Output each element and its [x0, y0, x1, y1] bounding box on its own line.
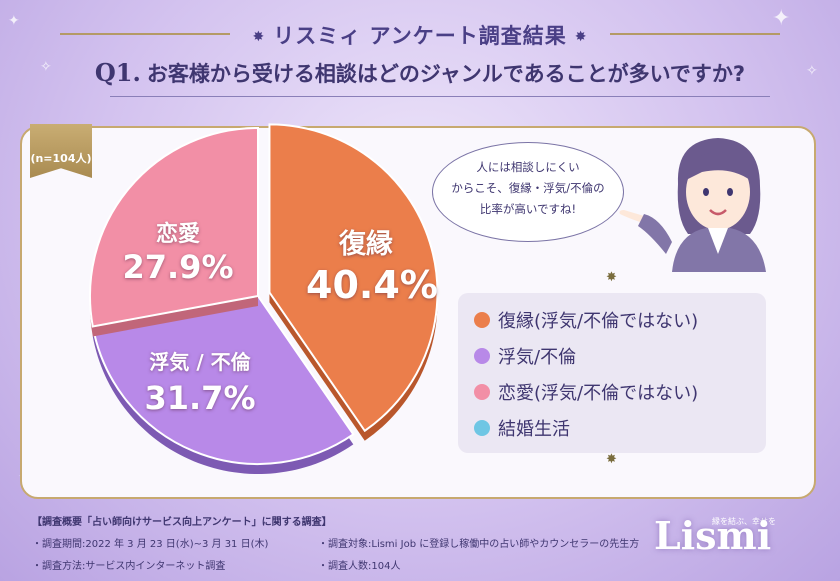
speech-line: 比率が高いですね! [479, 202, 577, 216]
legend-item: 復縁(浮気/不倫ではない) [474, 307, 698, 333]
speech-line: からこそ、復縁・浮気/不倫の [451, 181, 605, 195]
star-icon: ✸ [606, 270, 617, 285]
swatch [474, 384, 490, 400]
footer-period: ・調査期間:2022 年 3 月 23 日(水)~3 月 31 日(木) [32, 539, 269, 550]
advisor-illustration-icon [619, 138, 766, 272]
legend-item: 結婚生活 [474, 415, 570, 441]
lismi-logo: Lismi [654, 513, 772, 558]
legend-item: 浮気/不倫 [474, 343, 576, 369]
question-label: Q1. [94, 58, 141, 87]
brand-tagline: 縁を結ぶ、幸せを [712, 517, 776, 526]
sparkle: ✧ [806, 63, 818, 79]
question: Q1. お客様から受ける相談はどのジャンルであることが多いですか? [0, 58, 840, 88]
slice-label-fukuen: 復縁 40.4% [306, 222, 438, 307]
title-rule-left [60, 33, 230, 35]
survey-footer: 【調査概要「占い師向けサービス向上アンケート」に関する調査】 ・調査期間:202… [32, 512, 639, 572]
sparkle: ✧ [40, 59, 52, 75]
star-icon: ✸ [574, 29, 588, 45]
pie-slice [89, 126, 259, 328]
slice-percent: 27.9% [122, 248, 234, 286]
slice-percent: 31.7% [144, 379, 256, 417]
question-text: お客様から受ける相談はどのジャンルであることが多いですか? [146, 62, 746, 86]
slice-percent: 40.4% [306, 263, 438, 307]
slice-category: 復縁 [339, 229, 393, 260]
slice-category: 恋愛 [155, 222, 200, 247]
sparkle: ✦ [8, 13, 20, 29]
footer-count: ・調査人数:104人 [318, 561, 401, 572]
legend: 復縁(浮気/不倫ではない) 浮気/不倫 恋愛(浮気/不倫ではない) 結婚生活 [458, 293, 766, 453]
survey-title: ✸ リスミィ アンケート調査結果 ✸ [252, 24, 588, 48]
legend-item: 恋愛(浮気/不倫ではない) [474, 379, 698, 405]
pie-slice [91, 294, 355, 465]
sparkle: ✦ [772, 6, 791, 31]
slice-category: 浮気 / 不倫 [149, 350, 251, 374]
star-icon: ✸ [606, 452, 617, 467]
pie-slice [268, 123, 439, 433]
slice-label-renai: 恋愛 27.9% [118, 216, 238, 286]
title-rule-right [610, 33, 780, 35]
speech-bubble: 人には相談しにくい からこそ、復縁・浮気/不倫の 比率が高いですね! [432, 142, 624, 242]
star-icon: ✸ [252, 29, 266, 45]
swatch [474, 420, 490, 436]
footer-target: ・調査対象:Lismi Job に登録し稼働中の占い師やカウンセラーの先生方 [318, 539, 640, 550]
swatch [474, 312, 490, 328]
footer-method: ・調査方法:サービス内インターネット調査 [32, 561, 226, 572]
swatch [474, 348, 490, 364]
speech-line: 人には相談しにくい [476, 160, 580, 174]
question-underline [110, 96, 770, 97]
slice-label-uwaki: 浮気 / 不倫 31.7% [130, 346, 270, 417]
footer-heading: 【調査概要「占い師向けサービス向上アンケート」に関する調査】 [32, 517, 332, 528]
